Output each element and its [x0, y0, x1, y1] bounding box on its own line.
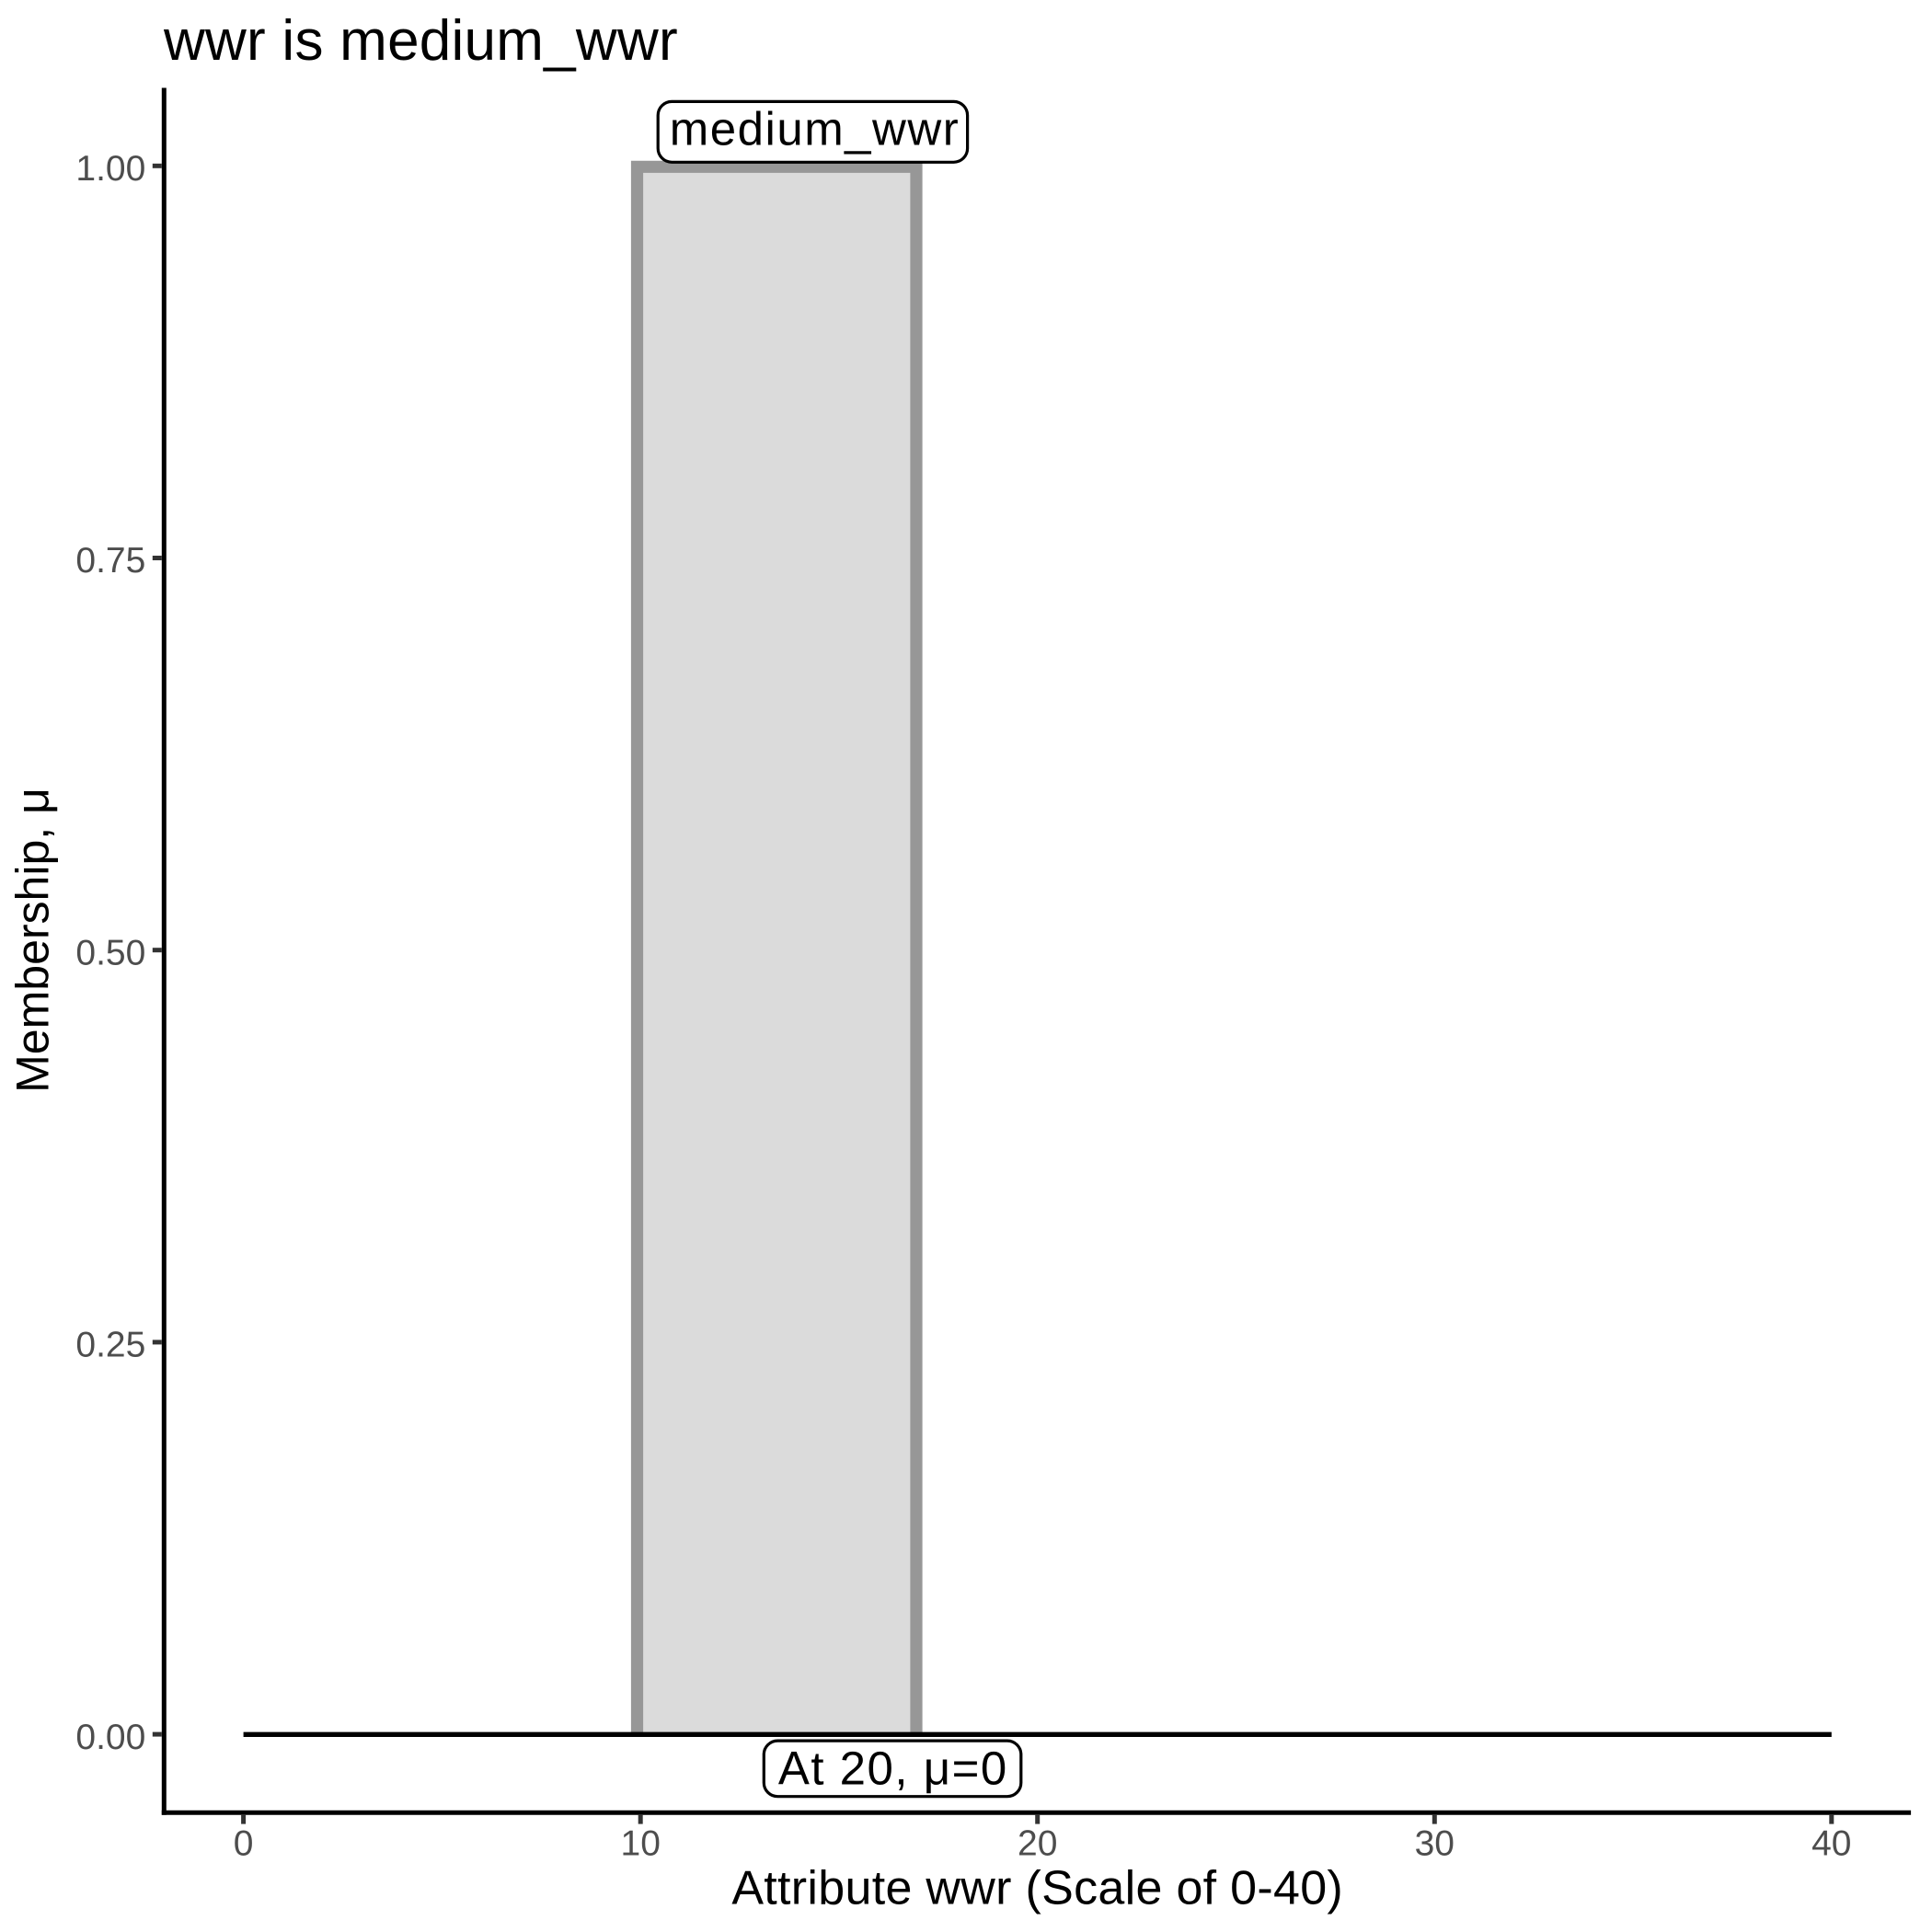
svg-text:40: 40 — [1811, 1824, 1851, 1864]
svg-text:0.25: 0.25 — [75, 1326, 145, 1365]
svg-text:Membership, μ: Membership, μ — [7, 788, 59, 1093]
svg-text:1.00: 1.00 — [75, 149, 145, 189]
svg-text:Attribute wwr (Scale of 0-40): Attribute wwr (Scale of 0-40) — [731, 1862, 1343, 1915]
svg-text:0.75: 0.75 — [75, 541, 145, 581]
svg-text:0.00: 0.00 — [75, 1718, 145, 1757]
svg-text:0: 0 — [234, 1824, 254, 1864]
svg-text:At 20, μ=0: At 20, μ=0 — [778, 1742, 1008, 1794]
svg-text:30: 30 — [1415, 1824, 1455, 1864]
svg-text:10: 10 — [621, 1824, 661, 1864]
svg-text:0.50: 0.50 — [75, 933, 145, 972]
svg-text:medium_wwr: medium_wwr — [670, 103, 960, 155]
svg-text:wwr is medium_wwr: wwr is medium_wwr — [163, 9, 678, 73]
svg-text:20: 20 — [1018, 1824, 1057, 1864]
